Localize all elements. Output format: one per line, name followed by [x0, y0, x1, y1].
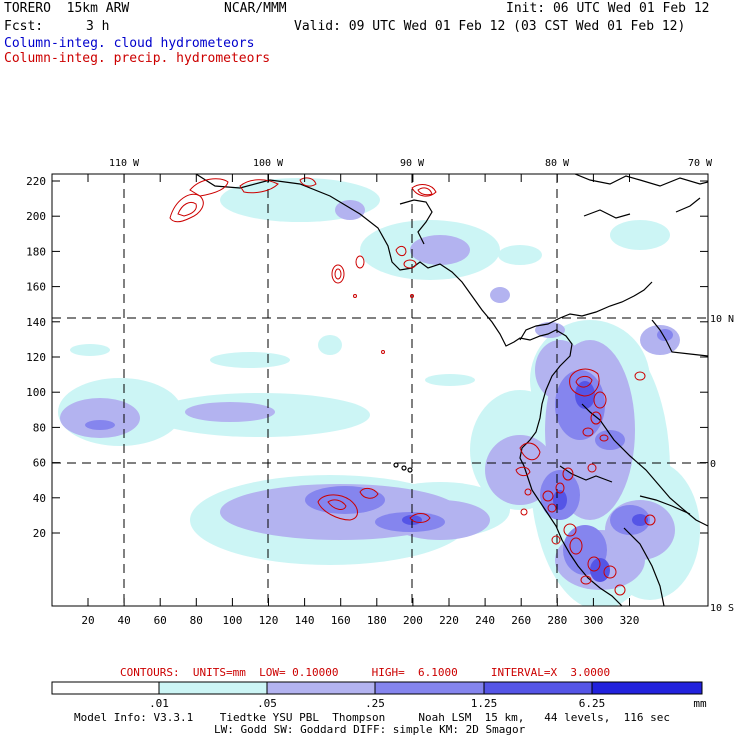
x-tick-label: 320	[620, 614, 640, 627]
x-tick-label: 220	[439, 614, 459, 627]
legend-precip: Column-integ. precip. hydrometeors	[4, 51, 271, 66]
x-tick-label: 300	[583, 614, 603, 627]
x-tick-label: 180	[367, 614, 387, 627]
model-info: Model Info: V3.3.1 Tiedtke YSU PBL Thomp…	[74, 711, 671, 724]
valid-time: Valid: 09 UTC Wed 01 Feb 12 (03 CST Wed …	[294, 19, 686, 34]
x-tick-label: 200	[403, 614, 423, 627]
y-tick-label: 120	[26, 351, 46, 364]
x-tick-label: 20	[81, 614, 94, 627]
y-tick-label: 80	[33, 421, 46, 434]
init-time: Init: 06 UTC Wed 01 Feb 12	[506, 1, 710, 16]
y-tick-label: 160	[26, 281, 46, 294]
precip-contours	[169, 177, 656, 596]
forecast-label: Fcst:	[4, 19, 44, 34]
colorbar-label-3: .25	[365, 697, 385, 710]
colorbar-label-2: .05	[257, 697, 277, 710]
x-tick-label: 80	[190, 614, 203, 627]
longitude-label: 110 W	[109, 158, 140, 169]
y-tick-label: 220	[26, 175, 46, 188]
x-tick-label: 40	[117, 614, 130, 627]
model-title: TORERO 15km ARW	[4, 1, 130, 16]
coastlines	[195, 174, 708, 606]
x-tick-label: 240	[475, 614, 495, 627]
y-tick-label: 40	[33, 492, 46, 505]
y-tick-label: 60	[33, 457, 46, 470]
y-tick-label: 20	[33, 527, 46, 540]
longitude-label: 80 W	[545, 158, 570, 169]
x-tick-label: 100	[222, 614, 242, 627]
longitude-label: 70 W	[688, 158, 713, 169]
y-tick-label: 200	[26, 210, 46, 223]
colorbar	[51, 681, 703, 695]
forecast-hours: 3 h	[86, 19, 110, 34]
x-tick-label: 260	[511, 614, 531, 627]
hydrometeor-field	[52, 174, 708, 606]
legend-cloud: Column-integ. cloud hydrometeors	[4, 36, 255, 51]
org-label: NCAR/MMM	[224, 1, 287, 16]
contour-info: CONTOURS: UNITS=mm LOW= 0.10000 HIGH= 6.…	[120, 666, 611, 679]
x-tick-label: 120	[259, 614, 279, 627]
x-tick-label: 160	[331, 614, 351, 627]
y-tick-label: 180	[26, 245, 46, 258]
colorbar-unit: mm	[693, 697, 707, 710]
y-tick-label: 100	[26, 386, 46, 399]
colorbar-label-1: .01	[149, 697, 169, 710]
x-tick-label: 280	[547, 614, 567, 627]
physics-info: LW: Godd SW: Goddard DIFF: simple KM: 2D…	[214, 723, 526, 736]
y-tick-label: 140	[26, 316, 46, 329]
longitude-label: 100 W	[253, 158, 284, 169]
latitude-label: 10 S	[710, 603, 734, 614]
longitude-label: 90 W	[400, 158, 425, 169]
x-tick-label: 140	[295, 614, 315, 627]
colorbar-label-4: 1.25	[470, 697, 498, 710]
latitude-label: 0	[710, 459, 716, 470]
latitude-label: 10 N	[710, 314, 734, 325]
x-tick-label: 60	[154, 614, 167, 627]
colorbar-label-5: 6.25	[578, 697, 606, 710]
lat-lon-grid	[52, 174, 708, 606]
